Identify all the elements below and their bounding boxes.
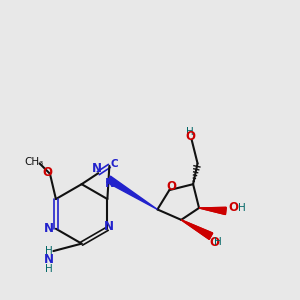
Text: N: N	[105, 177, 115, 190]
Polygon shape	[199, 207, 226, 214]
Polygon shape	[199, 207, 226, 214]
Polygon shape	[181, 220, 213, 239]
Text: O: O	[209, 236, 219, 249]
Text: H: H	[45, 246, 53, 256]
Text: N: N	[104, 220, 114, 233]
Text: O: O	[185, 130, 195, 143]
Text: H: H	[186, 127, 194, 137]
Text: C: C	[111, 159, 118, 170]
Text: H: H	[45, 264, 53, 274]
Text: N: N	[44, 254, 54, 266]
Text: H: H	[214, 237, 222, 247]
Polygon shape	[181, 220, 213, 239]
Text: CH₃: CH₃	[24, 157, 43, 167]
Text: O: O	[42, 166, 52, 179]
Text: O: O	[228, 202, 238, 214]
Polygon shape	[107, 176, 158, 209]
Text: O: O	[167, 180, 177, 193]
Text: N: N	[44, 222, 53, 235]
Text: N: N	[92, 162, 102, 175]
Text: H: H	[238, 203, 246, 213]
